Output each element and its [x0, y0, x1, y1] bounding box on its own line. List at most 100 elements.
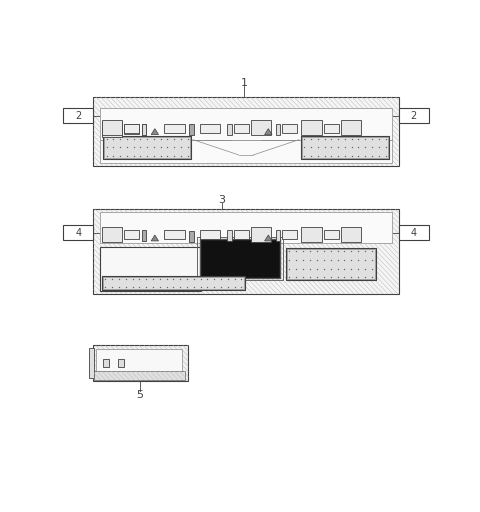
Point — [361, 273, 369, 282]
Point — [156, 143, 164, 152]
Point — [327, 256, 335, 264]
Point — [355, 135, 362, 143]
Point — [150, 143, 157, 152]
Bar — [301, 136, 389, 159]
Point — [177, 152, 185, 160]
Point — [169, 283, 177, 291]
Point — [368, 135, 376, 143]
Bar — [142, 123, 146, 135]
Point — [348, 273, 355, 282]
Point — [300, 256, 307, 264]
Point — [348, 256, 355, 264]
Bar — [398, 109, 429, 123]
Bar — [341, 120, 361, 135]
Bar — [341, 227, 361, 242]
Point — [361, 265, 369, 273]
Point — [354, 256, 362, 264]
Bar — [276, 230, 280, 241]
Bar — [301, 227, 322, 242]
Point — [327, 273, 335, 282]
Point — [355, 143, 362, 152]
Point — [320, 256, 328, 264]
Point — [184, 143, 192, 152]
Point — [292, 247, 300, 255]
Point — [197, 275, 204, 283]
Bar — [302, 137, 388, 158]
Bar — [96, 349, 182, 376]
Point — [306, 273, 314, 282]
Bar — [200, 239, 279, 278]
Point — [286, 273, 293, 282]
Point — [109, 152, 117, 160]
Point — [176, 283, 184, 291]
Text: 4: 4 — [75, 227, 81, 238]
Bar — [324, 230, 339, 239]
Point — [286, 256, 293, 264]
Point — [177, 143, 185, 152]
Point — [184, 152, 192, 160]
Polygon shape — [151, 235, 158, 241]
Point — [382, 143, 389, 152]
Bar — [63, 109, 94, 123]
Point — [321, 135, 329, 143]
Point — [320, 273, 328, 282]
Bar — [282, 124, 297, 133]
Point — [135, 283, 143, 291]
Bar — [164, 124, 185, 133]
Point — [328, 143, 336, 152]
Point — [341, 247, 348, 255]
Bar — [94, 97, 398, 166]
Point — [382, 152, 389, 160]
Point — [328, 135, 336, 143]
Point — [341, 152, 349, 160]
Point — [300, 135, 308, 143]
Point — [327, 265, 335, 273]
Point — [217, 283, 225, 291]
Bar — [228, 230, 232, 241]
Point — [361, 256, 369, 264]
Text: 3: 3 — [218, 195, 225, 205]
Bar — [287, 249, 374, 280]
Point — [375, 152, 383, 160]
Bar — [102, 275, 245, 290]
Point — [314, 152, 322, 160]
Point — [354, 265, 362, 273]
Point — [321, 152, 329, 160]
Bar — [94, 345, 188, 381]
Bar — [398, 225, 429, 240]
Point — [354, 273, 362, 282]
Bar — [94, 209, 398, 294]
Point — [314, 143, 322, 152]
Point — [368, 247, 376, 255]
Point — [163, 152, 171, 160]
Point — [210, 283, 218, 291]
Point — [184, 135, 192, 143]
Point — [116, 152, 124, 160]
Point — [341, 135, 349, 143]
Bar — [104, 137, 190, 158]
Point — [163, 135, 171, 143]
Point — [183, 283, 191, 291]
Bar — [301, 120, 322, 135]
Point — [108, 275, 116, 283]
Point — [169, 275, 177, 283]
Point — [116, 143, 124, 152]
Bar — [100, 247, 201, 291]
Point — [313, 247, 321, 255]
Point — [306, 265, 314, 273]
Bar — [89, 349, 94, 378]
Point — [143, 283, 150, 291]
Point — [354, 247, 362, 255]
Point — [368, 152, 376, 160]
Point — [102, 283, 109, 291]
Bar — [142, 123, 146, 135]
Bar — [100, 108, 392, 140]
Bar — [63, 225, 94, 240]
Point — [286, 247, 293, 255]
Bar — [124, 124, 139, 134]
Bar — [251, 120, 271, 135]
Point — [156, 275, 164, 283]
Point — [300, 152, 308, 160]
Point — [334, 256, 341, 264]
Point — [217, 275, 225, 283]
